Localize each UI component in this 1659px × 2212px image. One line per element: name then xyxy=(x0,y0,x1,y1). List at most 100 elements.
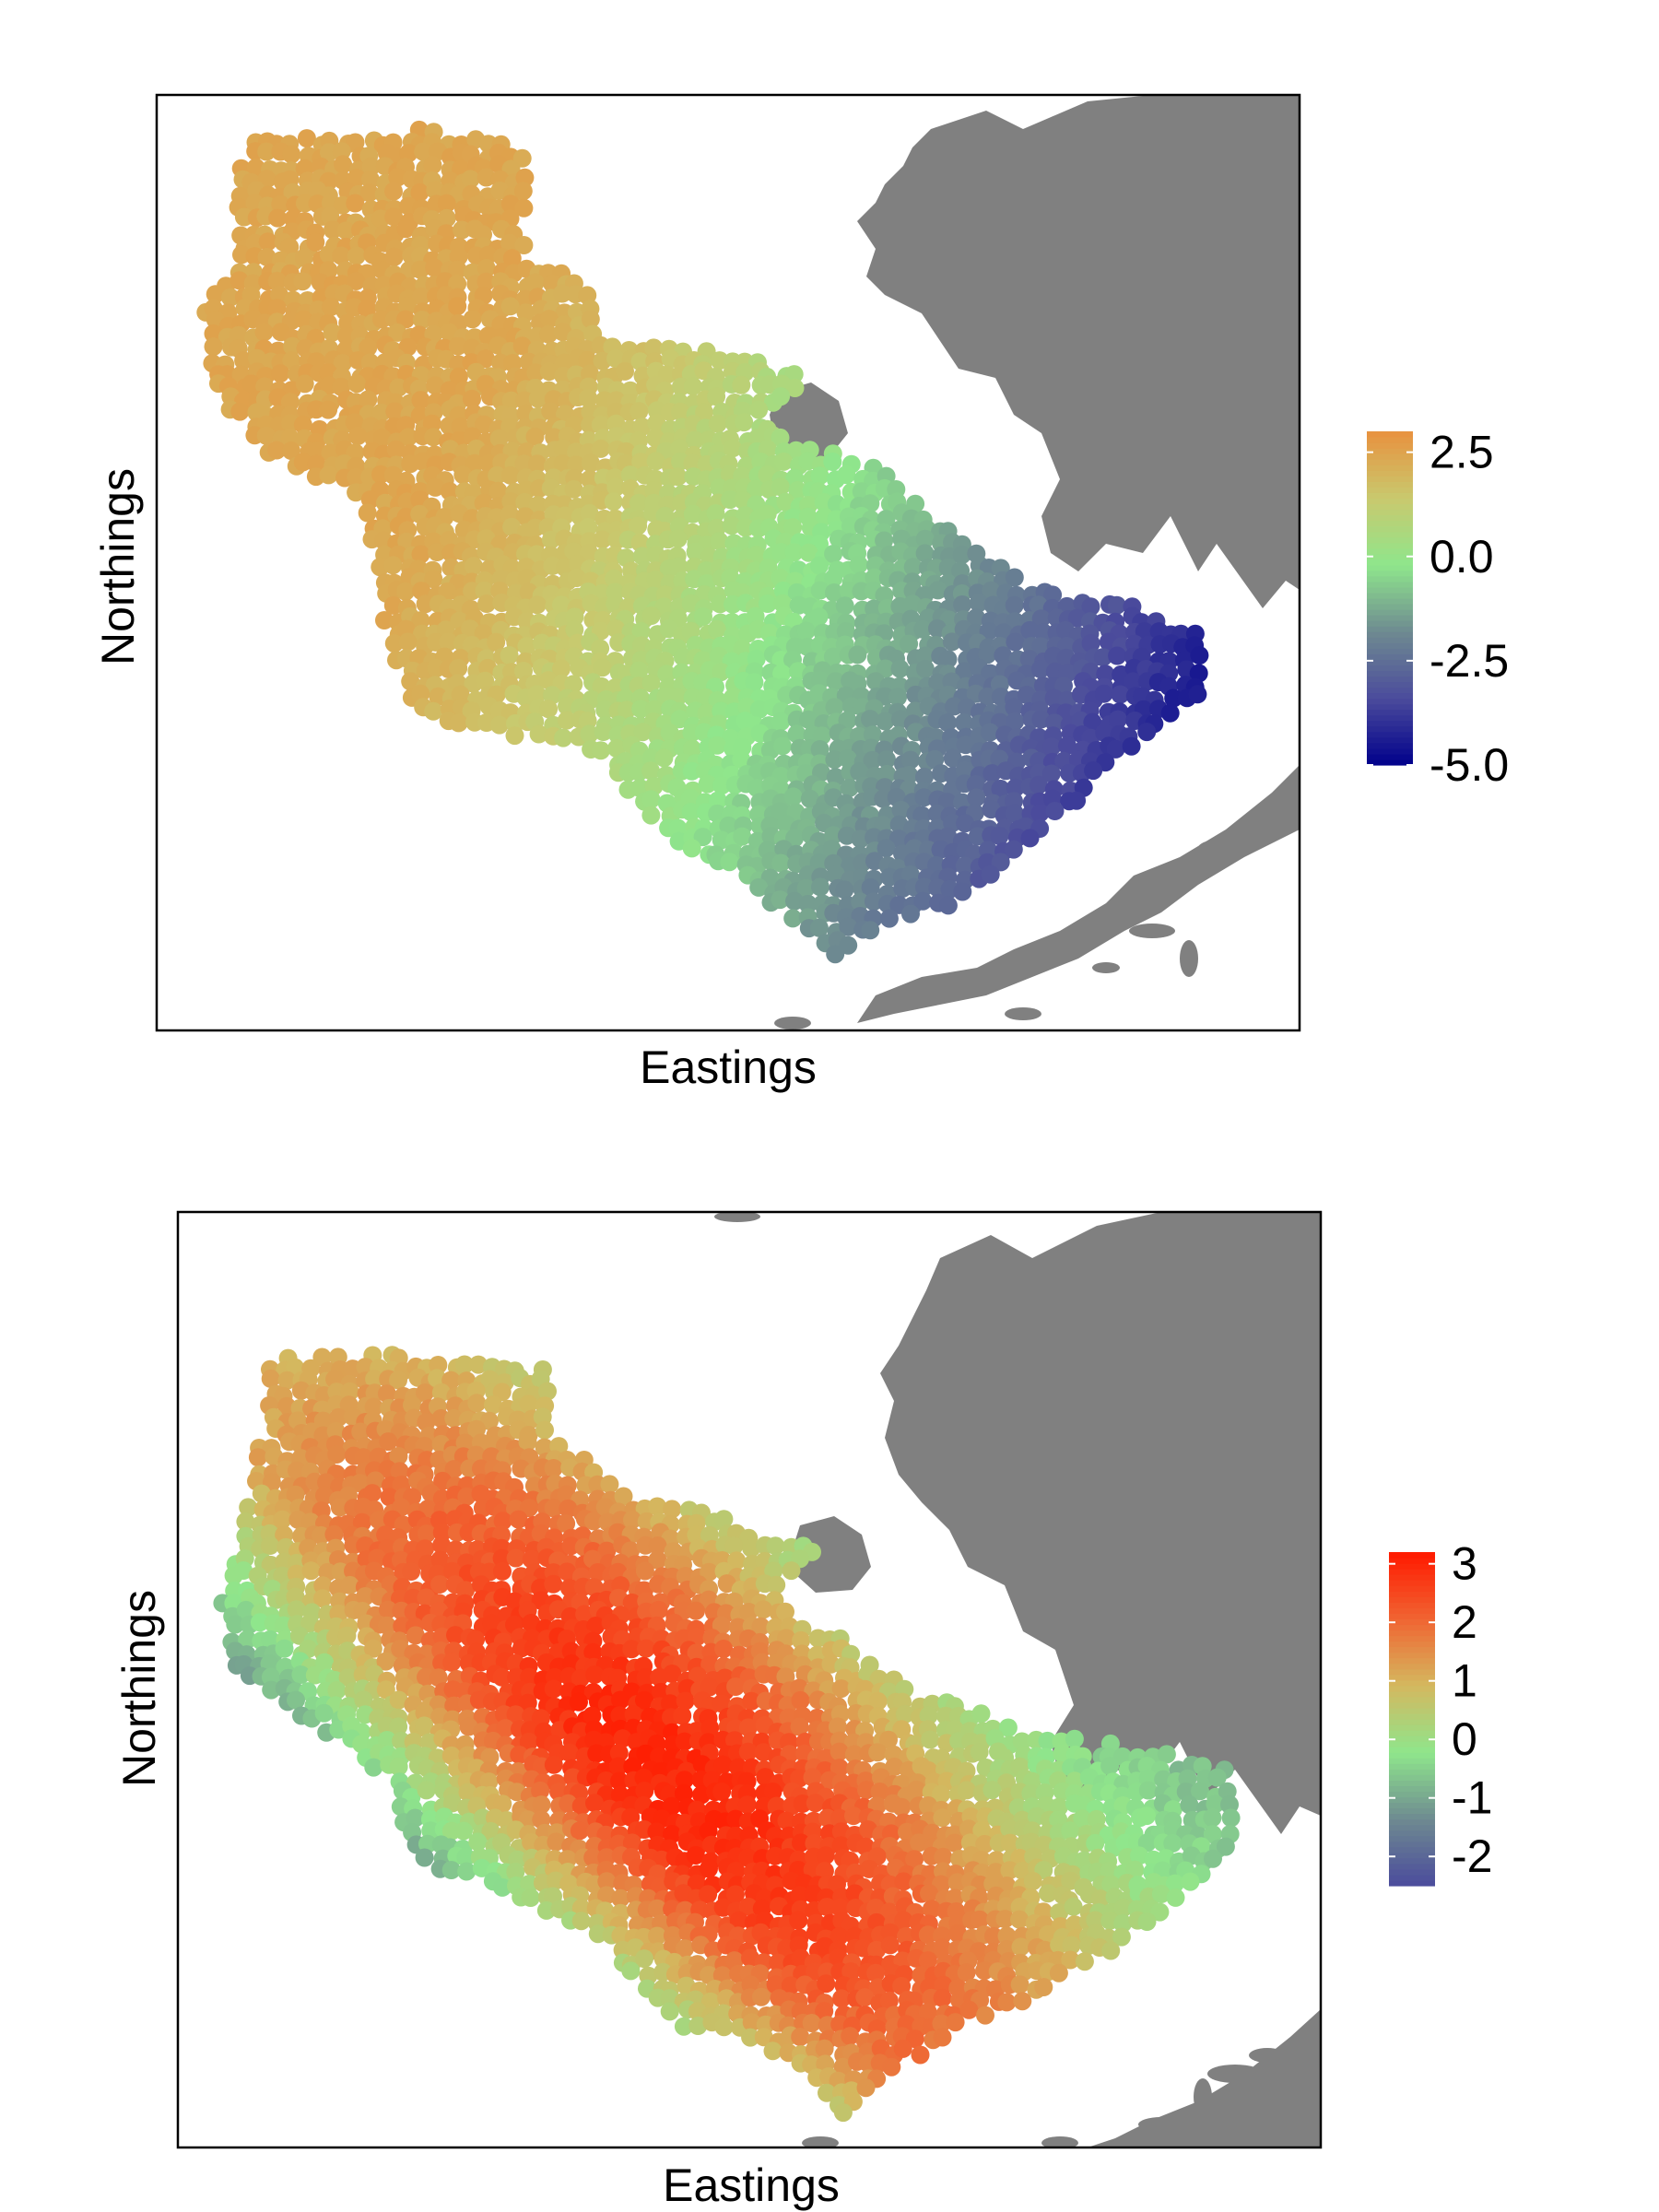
survey-cell xyxy=(913,891,933,911)
survey-cell xyxy=(1061,1821,1080,1841)
survey-cell xyxy=(525,427,545,446)
survey-cell xyxy=(803,1768,822,1787)
legend-gradient-segment xyxy=(1389,1780,1435,1786)
survey-cell xyxy=(411,287,430,306)
survey-cell xyxy=(384,182,403,201)
survey-cell xyxy=(700,1525,719,1545)
legend-gradient-segment xyxy=(1389,1802,1435,1809)
survey-cell xyxy=(708,735,727,755)
survey-cell xyxy=(294,248,313,267)
survey-cell xyxy=(863,725,882,745)
survey-cell xyxy=(1017,686,1036,704)
survey-cell xyxy=(536,1900,556,1920)
survey-cell xyxy=(583,1848,603,1867)
survey-cell xyxy=(695,403,714,422)
survey-cell xyxy=(377,1384,396,1404)
legend-gradient-segment xyxy=(1367,503,1413,511)
survey-cell xyxy=(448,297,467,316)
survey-cell xyxy=(738,1897,758,1916)
survey-cell xyxy=(991,779,1010,798)
survey-cell xyxy=(493,1877,512,1897)
survey-cell xyxy=(742,1538,761,1558)
survey-cell xyxy=(969,594,988,613)
survey-cell xyxy=(683,377,702,395)
survey-cell xyxy=(906,494,925,513)
survey-cell xyxy=(358,300,377,318)
survey-cell xyxy=(609,1757,628,1776)
survey-cell xyxy=(796,621,816,641)
survey-cell xyxy=(700,1655,720,1675)
legend-tick-label: 3 xyxy=(1452,1538,1477,1590)
legend-gradient-segment xyxy=(1367,665,1413,672)
survey-cell xyxy=(991,853,1010,872)
legend-gradient-segment xyxy=(1367,742,1413,749)
survey-cell xyxy=(966,775,985,794)
survey-cell xyxy=(708,414,727,433)
survey-cell xyxy=(517,637,536,656)
survey-cell xyxy=(287,1600,306,1619)
survey-cell xyxy=(781,1976,800,1995)
survey-cell xyxy=(1029,595,1048,615)
survey-cell xyxy=(817,1974,836,1994)
survey-cell xyxy=(287,1690,305,1710)
survey-cell xyxy=(771,543,791,561)
legend-gradient-segment xyxy=(1367,465,1413,471)
survey-cell xyxy=(579,389,598,407)
survey-cell xyxy=(1023,1872,1042,1890)
map-frame xyxy=(155,93,1301,1032)
survey-cell xyxy=(340,1575,359,1594)
survey-cell xyxy=(982,764,1002,783)
legend-tick-label: 1 xyxy=(1452,1655,1477,1707)
survey-cell xyxy=(529,724,548,744)
legend-gradient-segment xyxy=(1389,1846,1435,1853)
survey-cell xyxy=(877,839,896,858)
survey-cell xyxy=(558,1850,577,1869)
legend-gradient-segment xyxy=(1389,1868,1435,1876)
survey-cell xyxy=(1093,648,1112,667)
survey-cell xyxy=(424,701,443,721)
survey-cell xyxy=(622,1640,641,1659)
survey-cell xyxy=(918,2003,937,2022)
legend-gradient-segment xyxy=(1367,731,1413,738)
survey-cell xyxy=(811,877,830,897)
survey-cell xyxy=(295,374,314,394)
survey-cell xyxy=(732,375,751,394)
survey-cell xyxy=(668,467,688,487)
survey-cell xyxy=(271,364,290,383)
legend-gradient-segment xyxy=(1367,459,1413,465)
survey-cell xyxy=(681,803,700,821)
survey-cell xyxy=(329,1407,348,1427)
survey-cell xyxy=(712,776,732,795)
survey-cell xyxy=(250,1613,269,1632)
survey-cell xyxy=(648,1899,666,1918)
survey-cell xyxy=(914,788,934,807)
legend-gradient-segment xyxy=(1367,492,1413,499)
survey-cell xyxy=(346,194,365,213)
survey-cell xyxy=(430,1550,450,1570)
survey-cell xyxy=(771,853,791,873)
survey-cell xyxy=(396,219,416,239)
survey-cell xyxy=(1043,585,1063,605)
survey-cell xyxy=(458,1783,477,1802)
survey-cell xyxy=(611,1888,630,1908)
survey-cell xyxy=(261,1536,279,1555)
survey-cell xyxy=(414,142,433,161)
legend-gradient-segment xyxy=(1389,1830,1435,1837)
survey-cell xyxy=(670,439,689,458)
survey-cell xyxy=(629,661,649,680)
survey-cell xyxy=(1165,1874,1184,1893)
survey-cell xyxy=(280,393,300,412)
survey-cell xyxy=(932,2014,951,2033)
survey-cell xyxy=(1113,1913,1133,1933)
survey-cell xyxy=(900,750,920,770)
survey-cell xyxy=(297,129,316,148)
survey-cell xyxy=(453,465,473,485)
survey-cell xyxy=(700,1562,719,1582)
survey-cell xyxy=(337,1626,357,1645)
survey-cell xyxy=(635,1690,653,1710)
survey-cell xyxy=(646,452,665,471)
survey-cell xyxy=(910,1833,929,1853)
survey-cell xyxy=(273,1510,292,1529)
survey-cell xyxy=(552,595,571,615)
legend-tick-label: 2 xyxy=(1452,1596,1477,1648)
